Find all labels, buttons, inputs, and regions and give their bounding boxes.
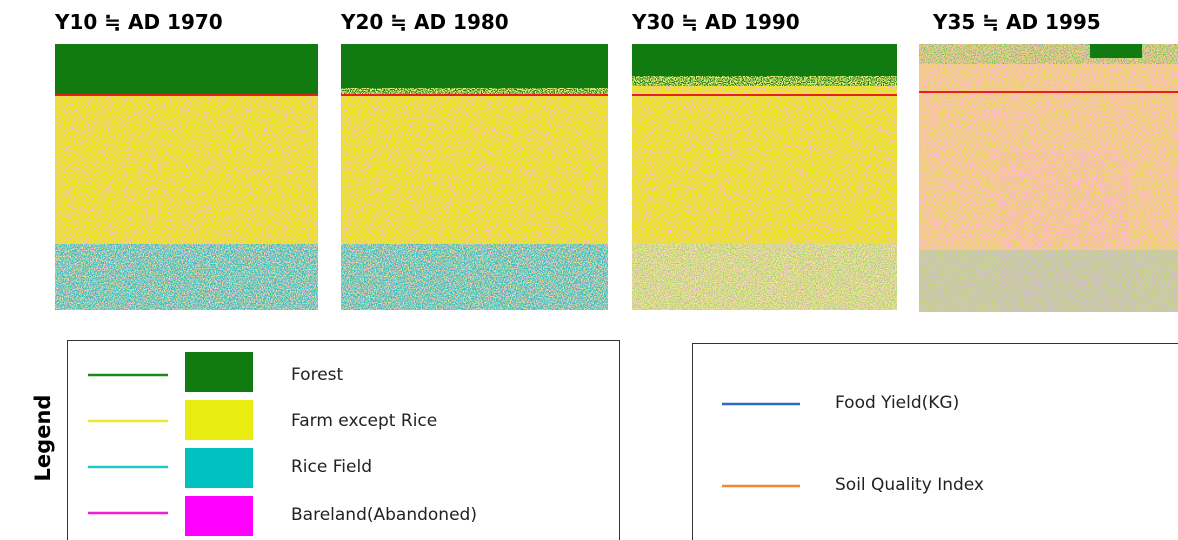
bareland-speckle bbox=[341, 94, 608, 244]
legend-swatch bbox=[185, 448, 253, 488]
map-panel: Y10 ≒ AD 1970 bbox=[54, 10, 318, 310]
legend-label: Bareland(Abandoned) bbox=[291, 505, 477, 525]
map-panel: Y35 ≒ AD 1995 bbox=[919, 10, 1178, 312]
panel-title: Y10 ≒ AD 1970 bbox=[54, 10, 223, 34]
bareland-speckle bbox=[632, 244, 897, 310]
legend-swatch bbox=[185, 400, 253, 440]
forest-edge bbox=[341, 88, 608, 94]
legend-label: Farm except Rice bbox=[291, 411, 437, 431]
legend-title: Legend bbox=[31, 395, 55, 482]
forest-area bbox=[341, 44, 608, 94]
figure: Y10 ≒ AD 1970 Y20 ≒ AD 1980 Y30 ≒ AD 199… bbox=[0, 0, 1178, 540]
legend-label: Forest bbox=[291, 365, 344, 385]
rice-area bbox=[919, 250, 1178, 312]
legend-label: Soil Quality Index bbox=[835, 475, 984, 495]
forest-area bbox=[55, 44, 318, 96]
bareland-speckle bbox=[341, 244, 608, 310]
legend-label: Rice Field bbox=[291, 457, 372, 477]
bareland-speckle bbox=[632, 86, 897, 244]
legend-swatch bbox=[185, 496, 253, 536]
panel-title: Y30 ≒ AD 1990 bbox=[631, 10, 800, 34]
legend-label: Food Yield(KG) bbox=[835, 393, 959, 413]
legend-box bbox=[693, 344, 1178, 540]
map-panel: Y30 ≒ AD 1990 bbox=[631, 10, 897, 310]
panel-title: Y35 ≒ AD 1995 bbox=[932, 10, 1101, 34]
map-panel: Y20 ≒ AD 1980 bbox=[340, 10, 608, 310]
bareland-speckle bbox=[55, 96, 318, 244]
legend-swatch bbox=[185, 352, 253, 392]
panel-title: Y20 ≒ AD 1980 bbox=[340, 10, 509, 34]
bareland-speckle bbox=[55, 244, 318, 310]
forest-area bbox=[1090, 44, 1142, 58]
